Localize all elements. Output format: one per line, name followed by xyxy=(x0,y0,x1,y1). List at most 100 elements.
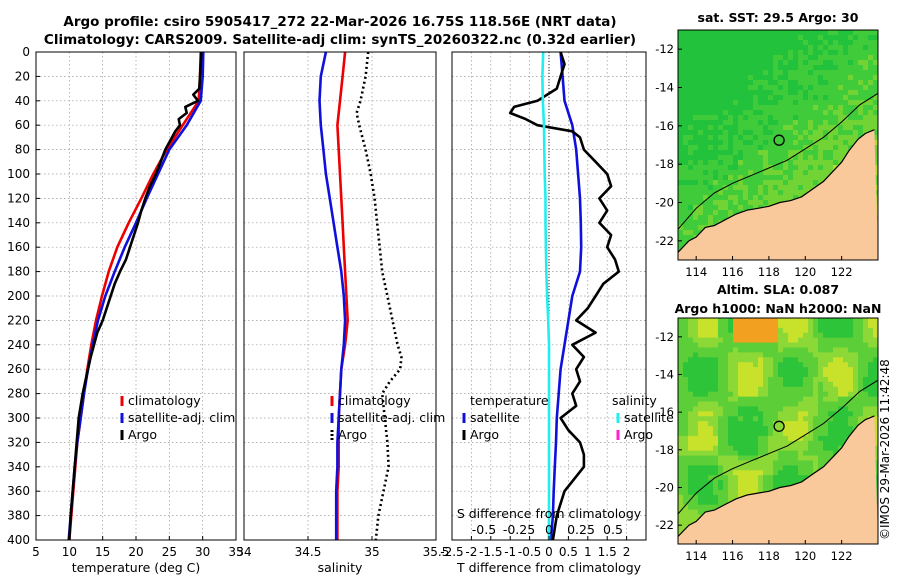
lat-tick-label: -12 xyxy=(655,330,674,344)
x-tick-label: 35 xyxy=(364,545,379,559)
secondary-tick-label: -0.25 xyxy=(503,522,535,537)
figure-title-line1: Argo profile: csiro 5905417_272 22-Mar-2… xyxy=(63,14,617,30)
lat-tick-label: -14 xyxy=(655,81,674,95)
series-line-argo xyxy=(68,51,203,541)
x-tick-label: 20 xyxy=(128,545,143,559)
shelf-contour xyxy=(677,92,879,230)
y-tick-label: 240 xyxy=(7,338,30,352)
map-frame xyxy=(677,29,879,261)
land-area xyxy=(678,415,878,544)
y-tick-label: 200 xyxy=(7,289,30,303)
y-tick-label: 140 xyxy=(7,216,30,230)
lat-tick-label: -20 xyxy=(655,196,674,210)
x-tick-label: -1.5 xyxy=(479,545,502,559)
imos-timestamp: ©IMOS 29-Mar-2026 11:42:48 xyxy=(878,359,892,540)
x-tick-label: 35 xyxy=(228,545,243,559)
map-title-sla-line2: Argo h1000: NaN h2000: NaN xyxy=(675,301,882,316)
lon-tick-label: 122 xyxy=(831,265,853,279)
lon-tick-label: 122 xyxy=(831,549,853,563)
y-tick-label: 340 xyxy=(7,460,30,474)
y-tick-label: 0 xyxy=(22,45,30,59)
legend-label: satellite-adj. clim xyxy=(338,410,445,425)
legend-label: satellite xyxy=(624,410,674,425)
figure-title-line2: Climatology: CARS2009. Satellite-adj cli… xyxy=(43,32,637,48)
y-tick-label: 380 xyxy=(7,509,30,523)
x-tick-label: 34.5 xyxy=(295,545,322,559)
y-tick-label: 180 xyxy=(7,265,30,279)
y-tick-label: 100 xyxy=(7,167,30,181)
coastline xyxy=(677,129,875,253)
x-tick-label: 35.5 xyxy=(423,545,450,559)
y-tick-label: 160 xyxy=(7,240,30,254)
lon-tick-label: 114 xyxy=(685,265,707,279)
x-tick-label: 10 xyxy=(62,545,77,559)
series-line-temperature-argo xyxy=(508,51,621,541)
x-tick-label: -0.5 xyxy=(518,545,541,559)
secondary-tick-label: 0.25 xyxy=(567,522,595,537)
lat-tick-label: -20 xyxy=(655,481,674,495)
legend-label: satellite xyxy=(470,410,520,425)
y-tick-label: 320 xyxy=(7,435,30,449)
lat-tick-label: -18 xyxy=(655,443,674,457)
secondary-tick-label: 0.5 xyxy=(603,522,623,537)
secondary-axis-label: S difference from climatology xyxy=(457,506,642,521)
secondary-tick-label: 0 xyxy=(545,522,553,537)
legend-label: Argo xyxy=(338,427,367,442)
float-position-marker xyxy=(773,134,785,146)
legend-title-temperature: temperature xyxy=(470,393,549,408)
map-title-sst: sat. SST: 29.5 Argo: 30 xyxy=(698,10,859,25)
x-tick-label: 2 xyxy=(623,545,631,559)
legend-label: climatology xyxy=(128,393,201,408)
lat-tick-label: -16 xyxy=(655,405,674,419)
y-tick-label: 120 xyxy=(7,191,30,205)
lon-tick-label: 114 xyxy=(685,549,707,563)
x-tick-label: 30 xyxy=(195,545,210,559)
series-line-argo xyxy=(355,51,403,541)
y-tick-label: 80 xyxy=(15,143,30,157)
lat-tick-label: -14 xyxy=(655,368,674,382)
lon-tick-label: 116 xyxy=(722,549,744,563)
lat-tick-label: -22 xyxy=(655,518,674,532)
x-tick-label: 1.5 xyxy=(598,545,617,559)
y-tick-label: 280 xyxy=(7,387,30,401)
y-tick-label: 20 xyxy=(15,69,30,83)
secondary-tick-label: -0.5 xyxy=(472,522,496,537)
x-axis-label: T difference from climatology xyxy=(456,560,642,575)
y-tick-label: 260 xyxy=(7,362,30,376)
x-tick-label: 0 xyxy=(545,545,553,559)
lat-tick-label: -18 xyxy=(655,157,674,171)
legend-label: Argo xyxy=(128,427,157,442)
y-tick-label: 40 xyxy=(15,94,30,108)
lat-tick-label: -22 xyxy=(655,234,674,248)
lon-tick-label: 116 xyxy=(722,265,744,279)
legend-label: climatology xyxy=(338,393,411,408)
x-tick-label: 0.5 xyxy=(559,545,578,559)
legend-label: Argo xyxy=(470,427,499,442)
y-tick-label: 220 xyxy=(7,313,30,327)
x-tick-label: 25 xyxy=(162,545,177,559)
lon-tick-label: 118 xyxy=(758,549,780,563)
lat-tick-label: -16 xyxy=(655,119,674,133)
y-tick-label: 360 xyxy=(7,484,30,498)
series-line-climatology xyxy=(336,51,350,540)
x-tick-label: 34 xyxy=(236,545,251,559)
land-area xyxy=(678,129,878,260)
lat-tick-label: -12 xyxy=(655,42,674,56)
lon-tick-label: 118 xyxy=(758,265,780,279)
map-title-sla-line1: Altim. SLA: 0.087 xyxy=(717,282,839,297)
x-axis-label: salinity xyxy=(318,560,363,575)
series-line-satellite-adj-clim xyxy=(318,51,347,540)
shelf-contour xyxy=(677,379,879,515)
legend-label: Argo xyxy=(624,427,653,442)
legend-label: satellite-adj. clim xyxy=(128,410,235,425)
x-tick-label: 15 xyxy=(95,545,110,559)
map-frame xyxy=(677,317,879,545)
x-tick-label: -2 xyxy=(465,545,477,559)
x-tick-label: 5 xyxy=(32,545,40,559)
x-tick-label: -2.5 xyxy=(440,545,463,559)
x-tick-label: 1 xyxy=(584,545,592,559)
coastline xyxy=(677,415,875,537)
x-tick-label: -1 xyxy=(504,545,516,559)
y-tick-label: 300 xyxy=(7,411,30,425)
